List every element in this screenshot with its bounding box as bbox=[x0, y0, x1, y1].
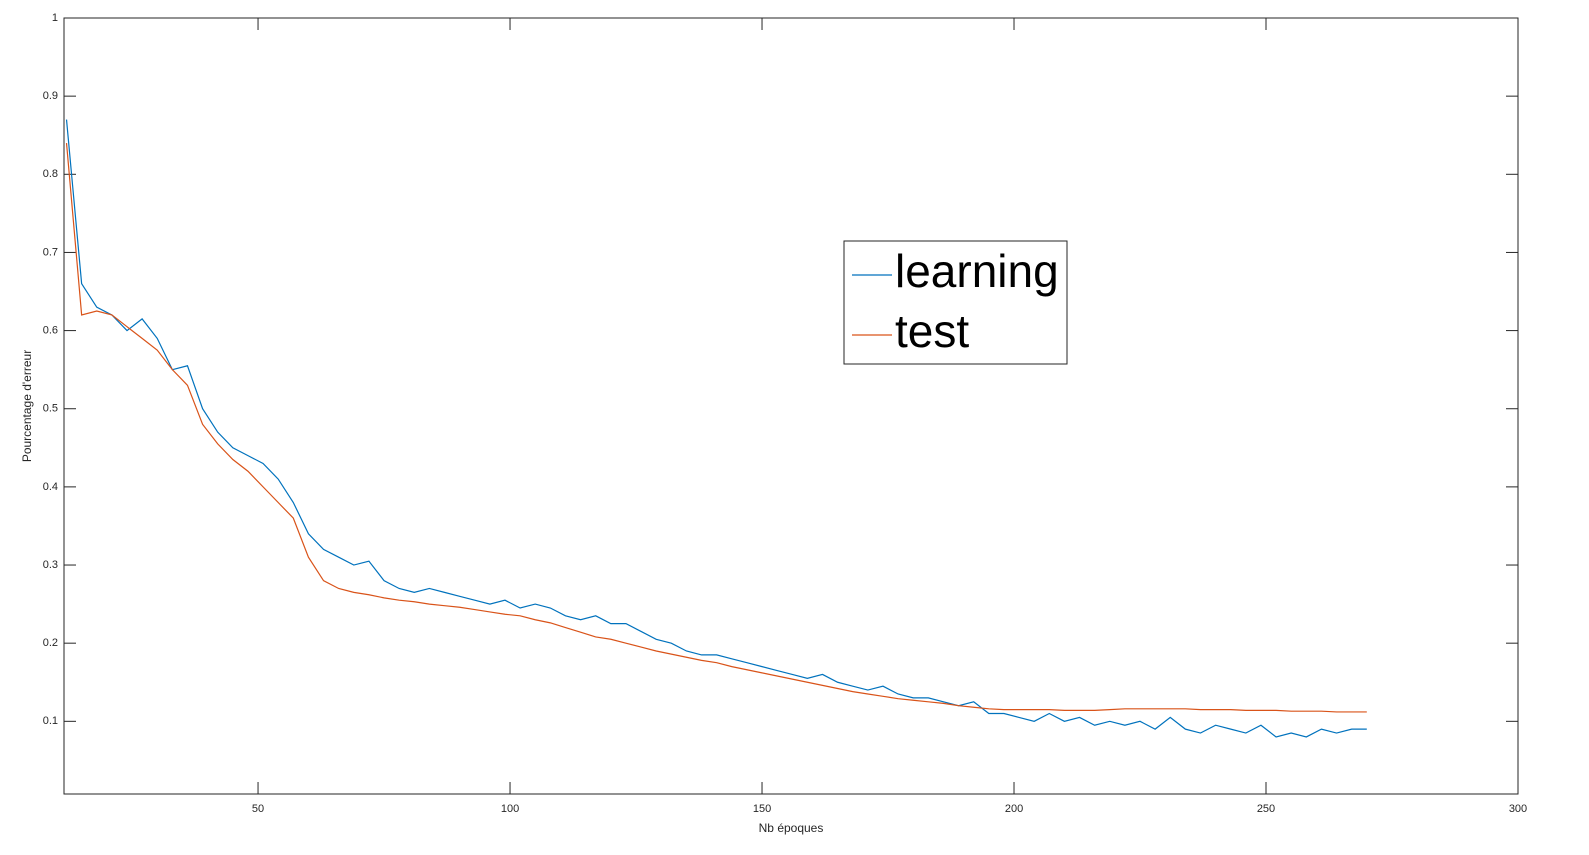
x-tick-label: 200 bbox=[1005, 803, 1023, 815]
x-tick-label: 300 bbox=[1509, 803, 1527, 815]
legend-label: test bbox=[895, 305, 969, 357]
y-tick-label: 0.8 bbox=[43, 168, 58, 180]
line-series bbox=[65, 119, 1367, 738]
y-tick-label: 0.4 bbox=[43, 481, 58, 493]
y-tick-label: 0.2 bbox=[43, 637, 58, 649]
line-series bbox=[65, 142, 1367, 713]
y-tick-label: 0.3 bbox=[43, 559, 58, 571]
y-tick-label: 0.1 bbox=[43, 715, 58, 727]
y-tick-label: 0.5 bbox=[43, 403, 58, 415]
legend-label: learning bbox=[895, 245, 1059, 297]
x-axis-label: Nb époques bbox=[759, 821, 824, 835]
x-tick-label: 250 bbox=[1257, 803, 1275, 815]
y-tick-label: 0.7 bbox=[43, 246, 58, 258]
y-tick-label: 1 bbox=[52, 12, 58, 24]
y-tick-label: 0.6 bbox=[43, 324, 58, 336]
x-tick-label: 50 bbox=[252, 803, 264, 815]
y-axis-label: Pourcentage d'erreur bbox=[20, 350, 34, 462]
x-tick-label: 150 bbox=[753, 803, 771, 815]
legend-box bbox=[843, 240, 1068, 365]
plot-box bbox=[63, 17, 1519, 795]
x-tick-label: 100 bbox=[501, 803, 519, 815]
legend: learning test bbox=[843, 240, 1068, 365]
y-tick-label: 0.9 bbox=[43, 90, 58, 102]
